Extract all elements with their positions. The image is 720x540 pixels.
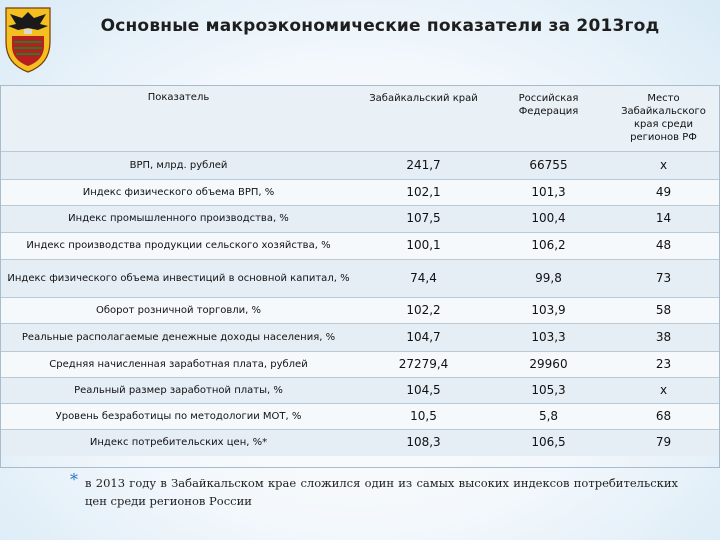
rf-value-cell: 106,2 — [531, 238, 566, 252]
indicator-cell: Индекс производства продукции сельского … — [26, 240, 331, 251]
rf-value-cell: 106,5 — [531, 435, 566, 450]
rf-value-cell: 29960 — [529, 356, 568, 371]
rank-cell: 73 — [655, 270, 672, 285]
indicator-cell: Индекс промышленного производства, % — [68, 213, 289, 224]
rf-value-cell: 66755 — [529, 157, 568, 172]
rank-cell: 58 — [655, 302, 672, 317]
rank-cell: х — [659, 382, 668, 397]
rank-cell: 68 — [655, 408, 672, 423]
region-value-cell: 10,5 — [410, 408, 437, 423]
rank-cell: 23 — [655, 356, 672, 371]
indicator-cell: Реальный размер заработной платы, % — [74, 384, 283, 396]
rank-cell: 79 — [655, 435, 672, 450]
rf-value-cell: 101,3 — [531, 184, 566, 199]
table-row: Реальный размер заработной платы, % 104,… — [0, 377, 720, 403]
rank-cell: 38 — [655, 329, 672, 344]
indicator-cell: Индекс физического объема инвестиций в о… — [7, 272, 350, 284]
region-value-cell: 104,5 — [406, 382, 441, 397]
column-header-rank: Место Забайкальского края среди регионов… — [621, 93, 706, 143]
coat-of-arms-icon — [5, 7, 51, 73]
rank-cell: х — [659, 157, 668, 172]
table-row: Средняя начисленная заработная плата, ру… — [0, 351, 720, 377]
footnote-text: в 2013 году в Забайкальском крае сложилс… — [85, 476, 678, 508]
rf-value-cell: 105,3 — [531, 382, 566, 397]
indicator-cell: Оборот розничной торговли, % — [96, 304, 261, 316]
indicator-cell: Средняя начисленная заработная плата, ру… — [49, 358, 308, 370]
footnote: в 2013 году в Забайкальском крае сложилс… — [70, 474, 678, 510]
region-value-cell: 102,2 — [406, 302, 441, 317]
rf-value-cell: 103,3 — [531, 329, 566, 344]
table-row: Уровень безработицы по методологии МОТ, … — [0, 403, 720, 429]
region-value-cell: 108,3 — [406, 435, 441, 450]
rf-value-cell: 100,4 — [531, 211, 566, 225]
table-row: Реальные располагаемые денежные доходы н… — [0, 323, 720, 351]
indicator-cell: ВРП, млрд. рублей — [129, 159, 228, 171]
region-value-cell: 102,1 — [406, 184, 441, 199]
region-value-cell: 104,7 — [406, 329, 441, 344]
column-header-indicator: Показатель — [147, 92, 210, 103]
table-header-row: Показатель Забайкальский край Российская… — [0, 85, 720, 151]
rank-cell: 48 — [655, 238, 672, 252]
table-row: Оборот розничной торговли, % 102,2 103,9… — [0, 297, 720, 323]
table-row: Индекс физического объема инвестиций в о… — [0, 259, 720, 297]
indicator-cell: Индекс потребительских цен, %* — [89, 437, 268, 449]
table-row: ВРП, млрд. рублей 241,7 66755 х — [0, 151, 720, 179]
rf-value-cell: 99,8 — [535, 270, 562, 285]
region-value-cell: 241,7 — [406, 157, 441, 172]
indicator-cell: Индекс физического объема ВРП, % — [82, 186, 275, 198]
column-header-rf: Российская Федерация — [518, 93, 579, 117]
rank-cell: 14 — [655, 211, 672, 225]
table-row: Индекс физического объема ВРП, % 102,1 1… — [0, 179, 720, 205]
table-row: Индекс потребительских цен, %* 108,3 106… — [0, 429, 720, 456]
table-row: Индекс производства продукции сельского … — [0, 232, 720, 259]
rf-value-cell: 5,8 — [538, 408, 559, 423]
region-value-cell: 27279,4 — [398, 356, 449, 371]
footnote-marker: * — [70, 470, 78, 489]
region-value-cell: 74,4 — [410, 270, 437, 285]
page-title: Основные макроэкономические показатели з… — [100, 16, 660, 36]
indicators-table: Показатель Забайкальский край Российская… — [0, 85, 720, 456]
rank-cell: 49 — [655, 184, 672, 199]
column-header-region: Забайкальский край — [369, 93, 478, 104]
region-value-cell: 107,5 — [406, 211, 441, 225]
indicator-cell: Реальные располагаемые денежные доходы н… — [21, 331, 336, 343]
region-value-cell: 100,1 — [406, 238, 441, 252]
rf-value-cell: 103,9 — [531, 302, 566, 317]
indicator-cell: Уровень безработицы по методологии МОТ, … — [55, 410, 302, 422]
table-row: Индекс промышленного производства, % 107… — [0, 205, 720, 232]
